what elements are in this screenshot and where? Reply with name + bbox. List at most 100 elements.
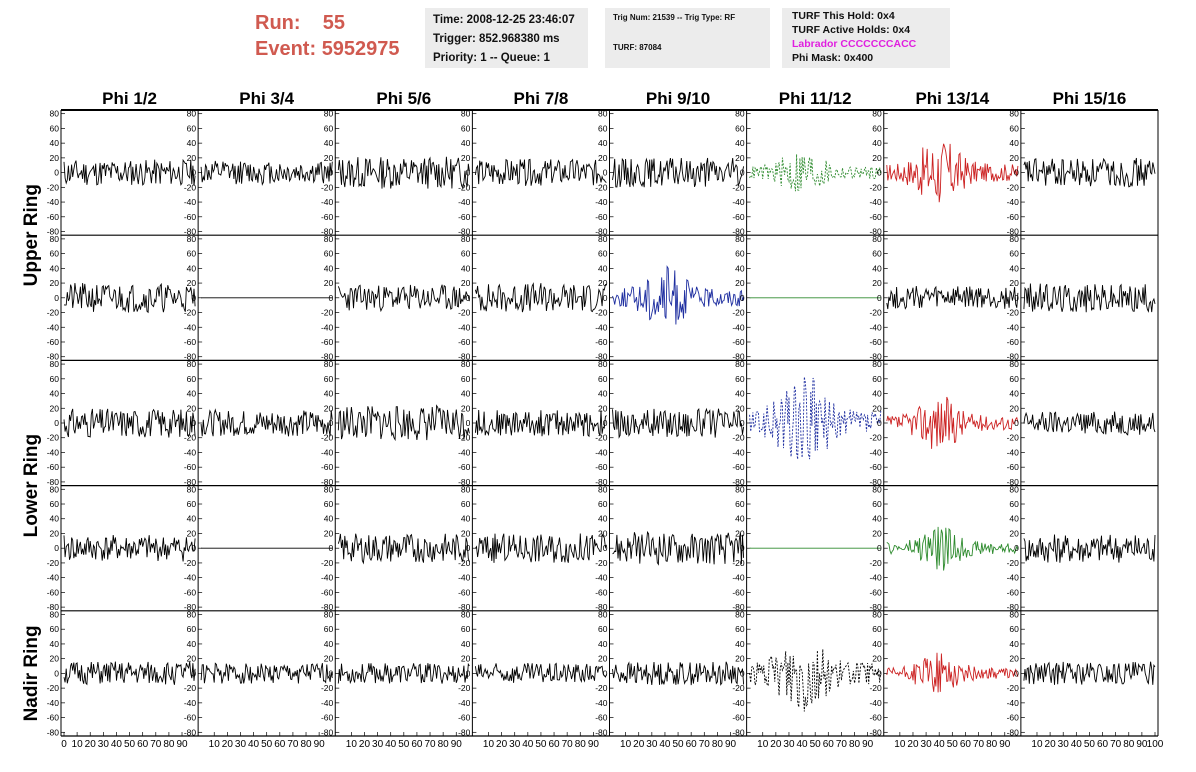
y-tick-label: 0 xyxy=(466,668,471,678)
y-tick-label: 0 xyxy=(54,668,59,678)
y-tick-label: 40 xyxy=(50,389,60,399)
y-tick-label: 60 xyxy=(50,374,60,384)
y-tick-label: 20 xyxy=(50,153,60,163)
x-tick-label: 20 xyxy=(496,739,508,750)
y-tick-label: 0 xyxy=(603,543,608,553)
event-value: 5952975 xyxy=(321,38,400,60)
x-tick-label: 10 xyxy=(620,739,632,750)
y-tick-label: 0 xyxy=(740,168,745,178)
turf-hold-text: TURF This Hold: 0x4 xyxy=(792,10,895,22)
run-value: 55 xyxy=(322,12,346,34)
y-tick-label: 40 xyxy=(187,263,197,273)
x-tick-label: 70 xyxy=(1110,739,1122,750)
y-tick-label: 80 xyxy=(1009,484,1019,494)
y-tick-label: -80 xyxy=(47,227,60,237)
y-tick-label: 60 xyxy=(1009,249,1019,259)
waveform-trace xyxy=(1023,661,1156,685)
ring-label: Upper Ring xyxy=(21,184,42,286)
y-tick-label: 20 xyxy=(461,403,471,413)
y-tick-label: 40 xyxy=(872,514,882,524)
x-tick-label: 50 xyxy=(1084,739,1096,750)
y-tick-label: -60 xyxy=(47,587,60,597)
y-tick-label: 0 xyxy=(191,668,196,678)
x-tick-label: 100 xyxy=(1147,739,1164,750)
y-tick-label: -40 xyxy=(321,322,334,332)
y-tick-label: -20 xyxy=(321,182,334,192)
y-tick-label: 80 xyxy=(735,109,745,119)
y-tick-label: -20 xyxy=(47,308,60,318)
y-tick-label: -60 xyxy=(732,713,745,723)
y-tick-label: 40 xyxy=(187,389,197,399)
y-tick-label: -80 xyxy=(732,477,745,487)
waveform-trace xyxy=(475,532,607,563)
y-tick-label: -40 xyxy=(47,322,60,332)
y-tick-label: 0 xyxy=(877,418,882,428)
x-tick-label: 40 xyxy=(385,739,397,750)
y-tick-label: -40 xyxy=(1007,698,1020,708)
trigger-info-box: Trig Num: 21539 -- Trig Type: RF TURF: 8… xyxy=(605,8,770,68)
y-tick-label: 40 xyxy=(735,389,745,399)
y-tick-label: 40 xyxy=(872,389,882,399)
x-tick-label: 20 xyxy=(85,739,97,750)
y-tick-label: 40 xyxy=(1009,639,1019,649)
x-tick-label: 30 xyxy=(646,739,658,750)
y-tick-label: 40 xyxy=(598,138,608,148)
y-tick-label: 60 xyxy=(735,249,745,259)
y-tick-label: 20 xyxy=(735,403,745,413)
column-title: Phi 1/2 xyxy=(102,89,157,108)
y-tick-label: -60 xyxy=(595,587,608,597)
y-tick-label: -20 xyxy=(321,433,334,443)
waveform-trace xyxy=(612,157,745,188)
y-tick-label: -40 xyxy=(184,698,197,708)
y-tick-label: -60 xyxy=(458,337,471,347)
y-tick-label: 0 xyxy=(603,293,608,303)
y-tick-label: -20 xyxy=(1007,308,1020,318)
y-tick-label: -40 xyxy=(458,197,471,207)
y-tick-label: 60 xyxy=(1009,123,1019,133)
y-tick-label: -40 xyxy=(47,197,60,207)
y-tick-label: 0 xyxy=(740,543,745,553)
waveform-trace xyxy=(612,661,745,686)
y-tick-label: -60 xyxy=(732,212,745,222)
y-tick-label: 0 xyxy=(1014,293,1019,303)
x-tick-label: 40 xyxy=(248,739,260,750)
waveform-trace xyxy=(886,285,1019,310)
y-tick-label: 80 xyxy=(187,109,197,119)
y-tick-label: -60 xyxy=(595,713,608,723)
y-tick-label: -80 xyxy=(1007,602,1020,612)
y-tick-label: 60 xyxy=(50,249,60,259)
y-tick-label: -60 xyxy=(458,587,471,597)
waveform-trace xyxy=(63,408,196,438)
y-tick-label: 0 xyxy=(54,293,59,303)
y-tick-label: 0 xyxy=(191,543,196,553)
y-tick-label: -20 xyxy=(595,182,608,192)
y-tick-label: -40 xyxy=(184,322,197,332)
y-tick-label: -60 xyxy=(1007,212,1020,222)
y-tick-label: 0 xyxy=(603,418,608,428)
y-tick-label: -80 xyxy=(458,352,471,362)
x-tick-label: 10 xyxy=(72,739,84,750)
y-tick-label: -80 xyxy=(184,227,197,237)
y-tick-label: -60 xyxy=(595,212,608,222)
y-tick-label: 20 xyxy=(1009,278,1019,288)
run-label: Run: xyxy=(255,12,301,34)
x-tick-label: 0 xyxy=(61,739,67,750)
x-tick-label: 70 xyxy=(699,739,711,750)
x-tick-label: 60 xyxy=(686,739,698,750)
y-tick-label: -20 xyxy=(869,308,882,318)
column-title: Phi 3/4 xyxy=(239,89,294,108)
x-tick-label: 40 xyxy=(111,739,123,750)
x-tick-label: 10 xyxy=(894,739,906,750)
y-tick-label: -80 xyxy=(184,602,197,612)
y-tick-label: 20 xyxy=(598,528,608,538)
y-tick-label: -40 xyxy=(321,197,334,207)
y-tick-label: -80 xyxy=(869,477,882,487)
x-tick-label: 90 xyxy=(176,739,188,750)
trig-num-text: Trig Num: 21539 -- Trig Type: RF xyxy=(613,13,736,22)
y-tick-label: -40 xyxy=(1007,573,1020,583)
y-tick-label: 40 xyxy=(598,639,608,649)
waveform-trace xyxy=(886,652,1019,693)
y-tick-label: 80 xyxy=(187,234,197,244)
column-title: Phi 9/10 xyxy=(646,89,710,108)
y-tick-label: 60 xyxy=(735,499,745,509)
